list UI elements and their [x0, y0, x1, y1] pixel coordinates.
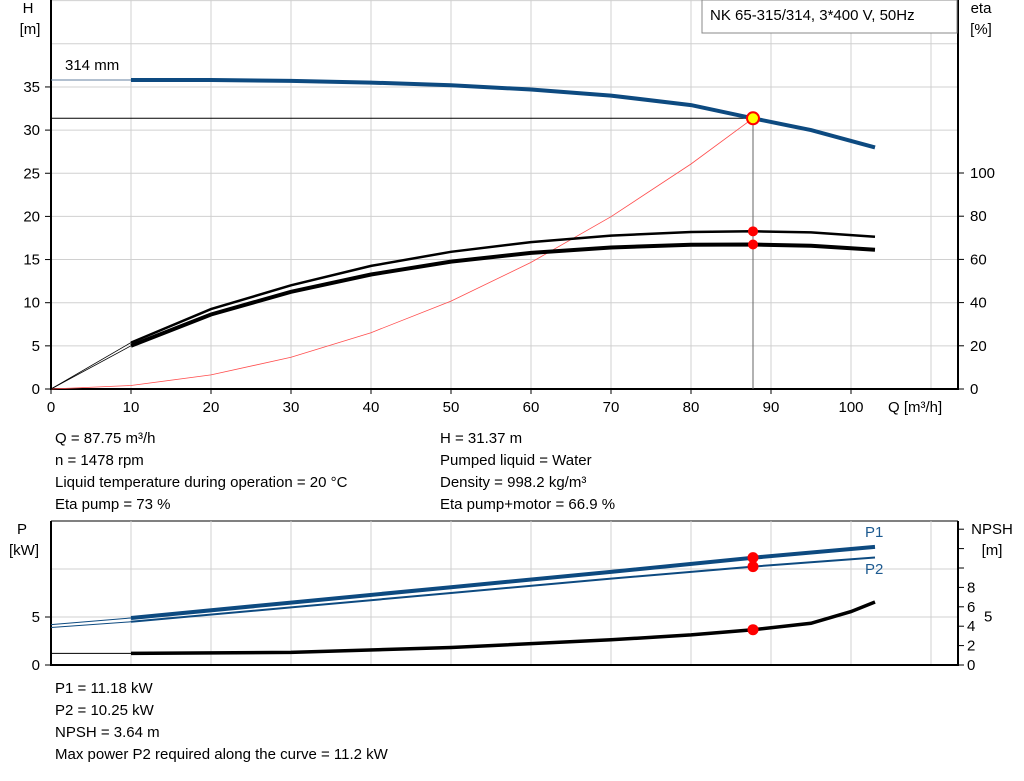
p1-label: P1	[865, 524, 883, 541]
eta-pump-marker	[748, 226, 758, 237]
info-left: Q = 87.75 m³/h n = 1478 rpm Liquid tempe…	[55, 428, 347, 516]
h-tick-label: 30	[23, 122, 40, 139]
eta-tick-label: 0	[970, 381, 978, 398]
head-curve	[131, 78, 876, 150]
x-tick-label: 60	[523, 399, 540, 416]
npsh-tick-label: 0	[967, 657, 975, 674]
npsh-tick-label: 8	[967, 579, 975, 596]
p-tick-label: 5	[32, 609, 40, 626]
x-tick-label: 40	[363, 399, 380, 416]
npsh-curve	[130, 600, 876, 656]
x-tick-label: 10	[123, 399, 140, 416]
eta-pump-motor-curve	[130, 242, 876, 348]
impeller-label: 314 mm	[65, 57, 119, 74]
speed-value: n = 1478 rpm	[55, 452, 144, 469]
info-bottom: P1 = 11.18 kW P2 = 10.25 kW NPSH = 3.64 …	[55, 678, 388, 766]
npsh-marker	[747, 624, 759, 636]
p-axis-label: P	[17, 521, 27, 538]
npsh-tick-label: 2	[967, 638, 975, 655]
density-value: Density = 998.2 kg/m³	[440, 474, 587, 491]
title-box	[701, 0, 958, 34]
chart-marks	[50, 78, 876, 656]
p2-extension	[50, 621, 132, 629]
head-value: H = 31.37 m	[440, 430, 523, 447]
eta-pump-curve	[130, 230, 876, 344]
h-tick-label: 0	[32, 381, 40, 398]
h-tick-label: 5	[32, 338, 40, 355]
eta-pump-motor-extension	[50, 345, 132, 390]
eta-pump-motor-value: Eta pump+motor = 66.9 %	[440, 496, 616, 513]
x-tick-label: 90	[763, 399, 780, 416]
max-power-value: Max power P2 required along the curve = …	[55, 746, 388, 763]
npsh-axis-label: NPSH	[971, 521, 1013, 538]
npsh-value: NPSH = 3.64 m	[55, 724, 160, 741]
chart-title: NK 65-315/314, 3*400 V, 50Hz	[710, 7, 915, 24]
h-axis-unit: [m]	[20, 21, 41, 38]
flow-value: Q = 87.75 m³/h	[55, 430, 156, 447]
eta-pump-value: Eta pump = 73 %	[55, 496, 171, 513]
system-curve	[50, 117, 754, 390]
p2-value: P2 = 10.25 kW	[55, 702, 154, 719]
p1-marker	[747, 552, 759, 564]
npsh-tick-label: 6	[967, 599, 975, 616]
p2-label: P2	[865, 561, 883, 578]
duty-point-marker	[746, 111, 760, 126]
x-tick-label: 20	[203, 399, 220, 416]
x-tick-label: 50	[443, 399, 460, 416]
eta-tick-label: 20	[970, 338, 987, 355]
p1-value: P1 = 11.18 kW	[55, 680, 153, 697]
h-tick-label: 20	[23, 208, 40, 225]
x-tick-label: 70	[603, 399, 620, 416]
x-tick-label: 100	[838, 399, 863, 416]
eta-axis-unit: [%]	[970, 21, 992, 38]
pumped-liquid-value: Pumped liquid = Water	[440, 452, 592, 469]
liquid-temp-value: Liquid temperature during operation = 20…	[55, 474, 348, 491]
npsh-tick-label: 5	[984, 609, 992, 626]
eta-tick-label: 60	[970, 251, 987, 268]
x-tick-label: 0	[47, 399, 55, 416]
tick-labels: 0 10 20 30 40 50 60 70 80 90 100051015202530350204…	[23, 79, 995, 674]
eta-pump-extension	[50, 342, 132, 390]
npsh-tick-label: 4	[967, 618, 975, 635]
npsh-axis-unit: [m]	[982, 542, 1003, 559]
h-axis-label: H	[23, 0, 34, 17]
h-tick-label: 10	[23, 295, 40, 312]
p1-extension	[50, 617, 132, 626]
p1-curve	[130, 544, 876, 620]
info-right: H = 31.37 m Pumped liquid = Water Densit…	[440, 428, 615, 516]
x-tick-label: 80	[683, 399, 700, 416]
eta-axis-label: eta	[971, 0, 993, 17]
h-tick-label: 35	[23, 79, 40, 96]
p2-marker	[747, 561, 759, 573]
power-chart-grid	[50, 520, 959, 666]
p2-curve	[130, 556, 876, 623]
q-axis-label: Q [m³/h]	[888, 399, 942, 416]
h-tick-label: 25	[23, 165, 40, 182]
p-tick-label: 0	[32, 657, 40, 674]
eta-tick-label: 40	[970, 295, 987, 312]
p-axis-unit: [kW]	[9, 542, 39, 559]
eta-tick-label: 100	[970, 165, 995, 182]
eta-pump-motor-marker	[748, 239, 758, 250]
h-tick-label: 15	[23, 252, 40, 269]
eta-tick-label: 80	[970, 208, 987, 225]
x-tick-label: 30	[283, 399, 300, 416]
head-chart-grid	[50, 0, 959, 390]
